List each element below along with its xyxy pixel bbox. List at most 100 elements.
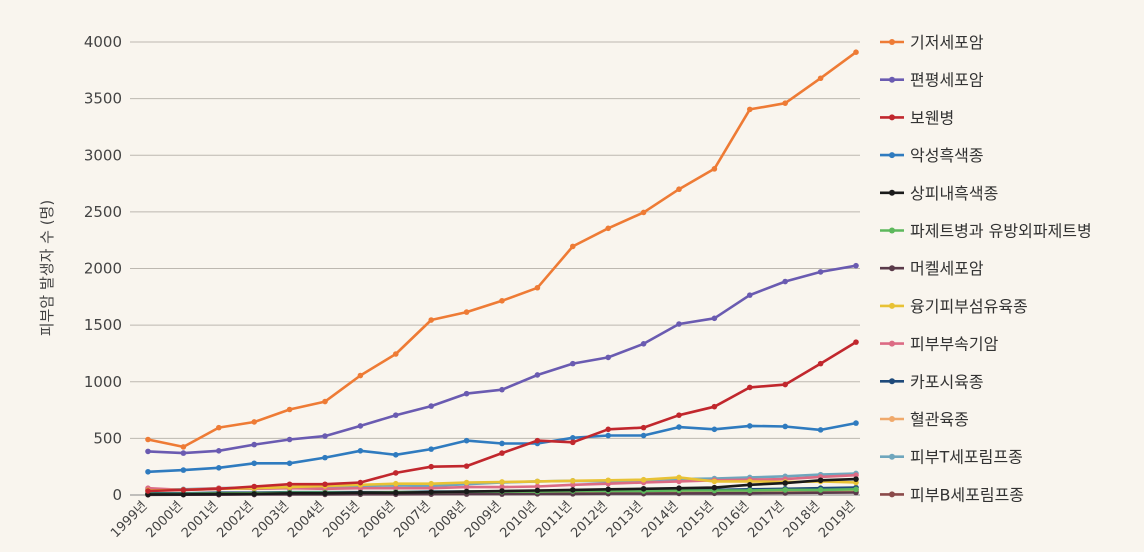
data-point	[145, 468, 151, 475]
data-point	[605, 486, 611, 493]
data-point	[640, 485, 647, 492]
data-point	[357, 489, 364, 496]
x-tick-label: 2001년	[179, 499, 221, 541]
data-point	[782, 278, 788, 285]
data-point	[640, 209, 647, 216]
data-point	[676, 478, 682, 485]
y-tick-label: 500	[93, 429, 122, 447]
data-point	[853, 472, 859, 478]
data-point	[216, 491, 222, 497]
legend-label: 상피내흑색종	[910, 184, 998, 203]
series-악성흑색종	[145, 420, 859, 475]
data-point	[640, 424, 647, 431]
data-point	[180, 444, 187, 450]
legend-item: 머켈세포암	[880, 259, 984, 278]
data-point	[393, 470, 399, 476]
data-point	[251, 441, 257, 448]
data-point	[570, 478, 576, 484]
data-point	[499, 440, 505, 447]
data-point	[817, 75, 824, 82]
legend-item: 혈관육종	[880, 410, 969, 429]
data-point	[145, 436, 151, 443]
legend-item: 피부부속기암	[880, 335, 999, 354]
data-point	[286, 481, 293, 488]
legend-marker	[889, 416, 895, 422]
data-point	[393, 451, 399, 458]
gridlines	[130, 41, 860, 496]
data-point	[357, 423, 364, 429]
legend-marker	[889, 227, 895, 234]
series-편평세포암	[145, 262, 859, 456]
series-lines	[145, 49, 859, 498]
y-tick-label: 3000	[84, 146, 122, 164]
y-tick-label: 1000	[84, 373, 122, 391]
y-tick-label: 2000	[84, 260, 122, 278]
data-point	[640, 432, 647, 439]
legend-marker	[889, 76, 895, 83]
data-point	[676, 424, 682, 430]
data-point	[605, 426, 611, 433]
data-point	[711, 484, 718, 491]
data-point	[499, 479, 505, 485]
legend-item: 융기피부섬유육종	[880, 297, 1028, 316]
legend-item: 악성흑색종	[880, 146, 984, 165]
data-point	[499, 488, 505, 494]
data-point	[499, 450, 505, 456]
data-point	[570, 243, 576, 250]
data-point	[747, 384, 753, 391]
data-point	[676, 485, 682, 492]
data-point	[676, 412, 682, 418]
data-point	[853, 49, 859, 55]
data-point	[570, 482, 576, 488]
y-axis-label: 피부암 발생자 수 (명)	[38, 200, 56, 336]
legend-item: 카포시육종	[880, 372, 984, 391]
x-tick-label: 2013년	[604, 499, 646, 541]
data-point	[853, 486, 859, 493]
data-point	[817, 477, 824, 484]
data-point	[605, 432, 611, 439]
data-point	[747, 292, 753, 298]
data-point	[711, 315, 718, 322]
data-point	[640, 476, 647, 483]
legend-label: 피부부속기암	[910, 335, 999, 354]
legend-item: 보웬병	[880, 108, 954, 127]
x-tick-label: 2012년	[568, 499, 610, 541]
y-tick-label: 4000	[84, 33, 122, 51]
legend-marker	[889, 189, 895, 196]
data-point	[711, 166, 718, 172]
data-point	[180, 467, 187, 473]
legend-item: 편평세포암	[880, 71, 984, 90]
data-point	[463, 390, 470, 397]
series-기저세포암	[145, 49, 859, 450]
legend-label: 기저세포암	[910, 33, 984, 52]
data-point	[747, 423, 753, 429]
data-point	[463, 488, 470, 495]
legend-item: 기저세포암	[880, 33, 984, 52]
x-tick-label: 2005년	[321, 499, 363, 541]
data-point	[605, 225, 611, 232]
x-tick-label: 2008년	[427, 499, 469, 541]
data-point	[570, 360, 576, 367]
data-point	[499, 386, 505, 393]
data-point	[853, 339, 859, 345]
data-point	[570, 439, 576, 446]
legend-label: 파제트병과 유방외파제트병	[910, 222, 1092, 241]
series-line	[147, 340, 857, 493]
legend-label: 머켈세포암	[910, 259, 984, 278]
legend-marker	[889, 453, 895, 460]
data-point	[499, 484, 505, 490]
data-point	[676, 321, 682, 327]
data-point	[782, 487, 788, 493]
data-point	[428, 485, 435, 492]
series-보웬병	[145, 339, 859, 494]
data-point	[711, 426, 718, 433]
legend-label: 혈관육종	[910, 410, 969, 429]
x-tick-label: 2007년	[391, 499, 433, 541]
data-point	[393, 489, 399, 496]
x-tick-label: 2016년	[710, 499, 752, 541]
data-point	[428, 446, 435, 452]
data-point	[251, 483, 257, 490]
data-point	[251, 460, 257, 467]
legend-label: 융기피부섬유육종	[910, 297, 1028, 316]
